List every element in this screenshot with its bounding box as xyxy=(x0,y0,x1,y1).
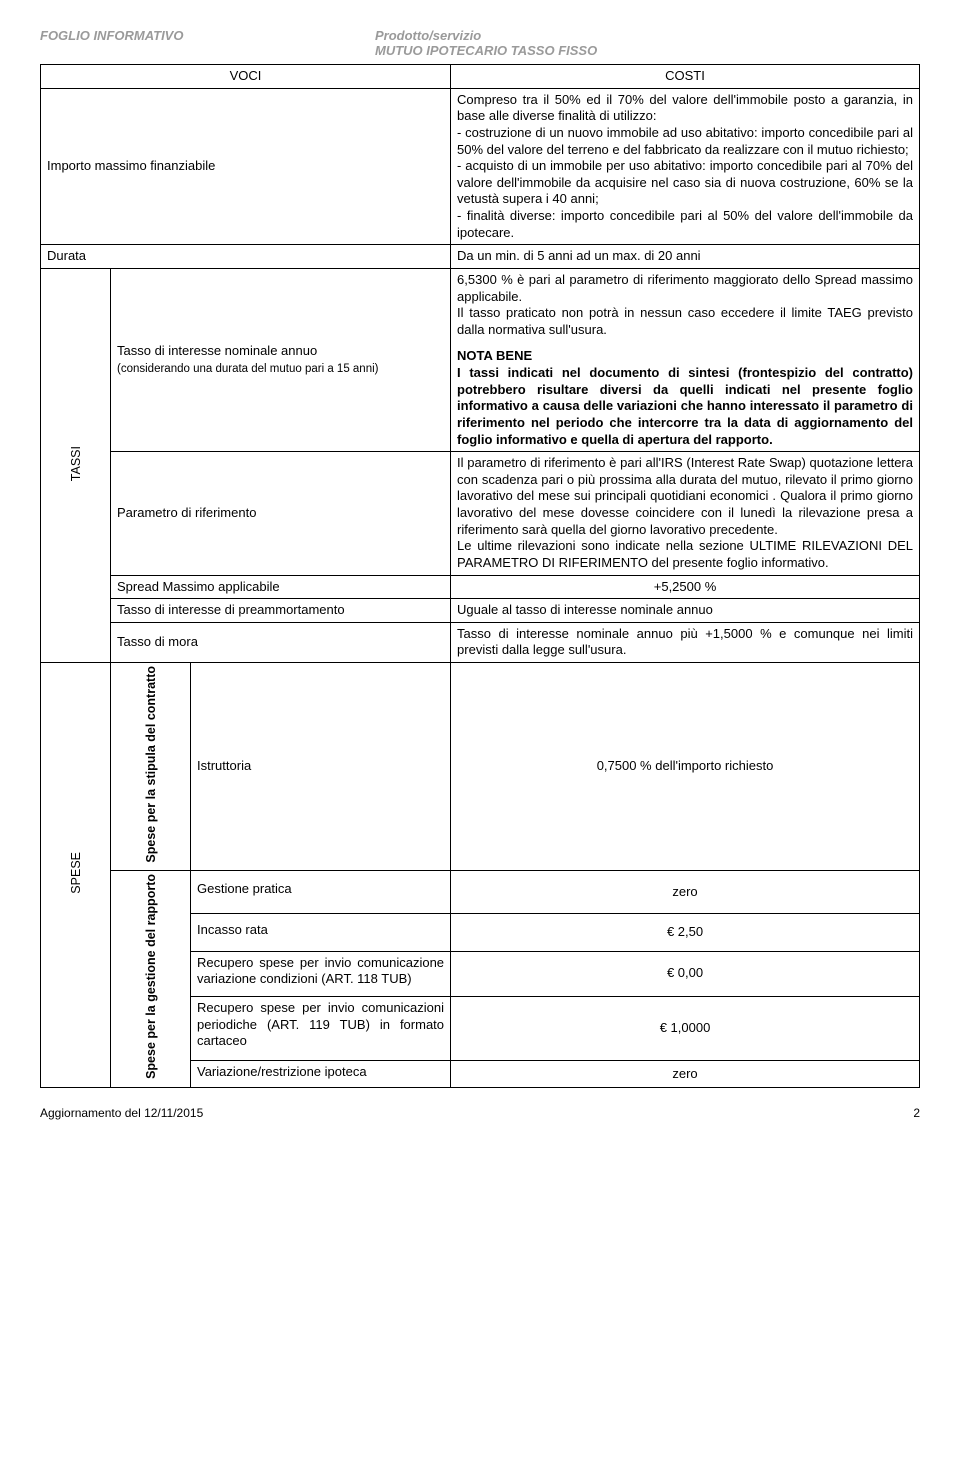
cell-gest-3-label: Recupero spese per invio comunicazioni p… xyxy=(191,996,451,1060)
group-tassi: TASSI xyxy=(41,268,111,662)
col-costi: COSTI xyxy=(451,65,920,89)
cell-tasso-nominale-text: 6,5300 % è pari al parametro di riferime… xyxy=(451,268,920,451)
cell-durata-text: Da un min. di 5 anni ad un max. di 20 an… xyxy=(451,245,920,269)
header-product-label: Prodotto/servizio xyxy=(375,28,597,43)
cell-mora-label: Tasso di mora xyxy=(111,622,451,662)
cell-importo-text: Compreso tra il 50% ed il 70% del valore… xyxy=(451,88,920,245)
cell-gest-4-value: zero xyxy=(451,1061,920,1088)
cell-gest-2-value: € 0,00 xyxy=(451,951,920,996)
group-spese-label: SPESE xyxy=(68,852,84,894)
row-tasso-nominale: TASSI Tasso di interesse nominale annuo … xyxy=(41,268,920,451)
page: FOGLIO INFORMATIVO Prodotto/servizio MUT… xyxy=(0,0,960,1140)
group-gestione-label: Spese per la gestione del rapporto xyxy=(143,874,159,1079)
table-head-row: VOCI COSTI xyxy=(41,65,920,89)
row-preamm: Tasso di interesse di preammortamento Ug… xyxy=(41,599,920,623)
cell-spread-label: Spread Massimo applicabile xyxy=(111,575,451,599)
row-gestione-0: Spese per la gestione del rapporto Gesti… xyxy=(41,871,920,913)
group-stipula-label: Spese per la stipula del contratto xyxy=(143,666,159,863)
nota-bene-head: NOTA BENE xyxy=(457,348,913,365)
row-importo: Importo massimo finanziabile Compreso tr… xyxy=(41,88,920,245)
row-mora: Tasso di mora Tasso di interesse nominal… xyxy=(41,622,920,662)
group-tassi-label: TASSI xyxy=(68,446,84,481)
cell-preamm-value: Uguale al tasso di interesse nominale an… xyxy=(451,599,920,623)
cell-mora-value: Tasso di interesse nominale annuo più +1… xyxy=(451,622,920,662)
row-parametro: Parametro di riferimento Il parametro di… xyxy=(41,452,920,575)
cell-istruttoria-label: Istruttoria xyxy=(191,663,451,871)
row-durata: Durata Da un min. di 5 anni ad un max. d… xyxy=(41,245,920,269)
doc-header: FOGLIO INFORMATIVO Prodotto/servizio MUT… xyxy=(40,28,920,58)
cell-gest-1-label: Incasso rata xyxy=(191,913,451,951)
group-gestione: Spese per la gestione del rapporto xyxy=(111,871,191,1088)
tasso-para1: 6,5300 % è pari al parametro di riferime… xyxy=(457,272,913,339)
main-table: VOCI COSTI Importo massimo finanziabile … xyxy=(40,64,920,1088)
row-istruttoria: SPESE Spese per la stipula del contratto… xyxy=(41,663,920,871)
cell-preamm-label: Tasso di interesse di preammortamento xyxy=(111,599,451,623)
footer-date: Aggiornamento del 12/11/2015 xyxy=(40,1106,203,1120)
cell-gest-1-value: € 2,50 xyxy=(451,913,920,951)
header-left: FOGLIO INFORMATIVO xyxy=(40,28,375,58)
tasso-nominale-main: Tasso di interesse nominale annuo xyxy=(117,343,317,358)
footer: Aggiornamento del 12/11/2015 2 xyxy=(40,1106,920,1120)
header-product-name: MUTUO IPOTECARIO TASSO FISSO xyxy=(375,43,597,58)
cell-gest-4-label: Variazione/restrizione ipoteca xyxy=(191,1061,451,1088)
cell-gest-2-label: Recupero spese per invio comunicazione v… xyxy=(191,951,451,996)
header-right: Prodotto/servizio MUTUO IPOTECARIO TASSO… xyxy=(375,28,597,58)
cell-importo-label: Importo massimo finanziabile xyxy=(41,88,451,245)
group-spese: SPESE xyxy=(41,663,111,1088)
cell-parametro-label: Parametro di riferimento xyxy=(111,452,451,575)
group-stipula: Spese per la stipula del contratto xyxy=(111,663,191,871)
footer-page: 2 xyxy=(913,1106,920,1120)
cell-durata-label: Durata xyxy=(41,245,451,269)
cell-gest-0-value: zero xyxy=(451,871,920,913)
cell-gest-0-label: Gestione pratica xyxy=(191,871,451,913)
row-spread: Spread Massimo applicabile +5,2500 % xyxy=(41,575,920,599)
nota-bene-text: I tassi indicati nel documento di sintes… xyxy=(457,365,913,448)
cell-spread-value: +5,2500 % xyxy=(451,575,920,599)
cell-istruttoria-value: 0,7500 % dell'importo richiesto xyxy=(451,663,920,871)
col-voci: VOCI xyxy=(41,65,451,89)
cell-parametro-text: Il parametro di riferimento è pari all'I… xyxy=(451,452,920,575)
cell-tasso-nominale-label: Tasso di interesse nominale annuo (consi… xyxy=(111,268,451,451)
cell-gest-3-value: € 1,0000 xyxy=(451,996,920,1060)
tasso-nominale-sub: (considerando una durata del mutuo pari … xyxy=(117,363,378,375)
